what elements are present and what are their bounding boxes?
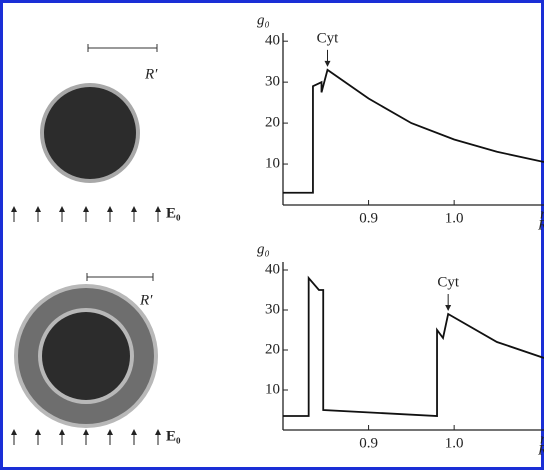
y-tick-label: 40 xyxy=(265,261,280,277)
field-label: E₀ xyxy=(166,428,181,444)
cell-diagram: R′ E₀ xyxy=(14,273,181,444)
annotation-arrow-head xyxy=(324,60,331,67)
annotation: Cyt xyxy=(317,30,340,46)
annotation: Cyt xyxy=(437,274,460,290)
field-arrow-head xyxy=(83,429,89,435)
field-arrow-head xyxy=(107,429,113,435)
y-tick-label: 30 xyxy=(265,301,280,317)
field-arrow-head xyxy=(131,429,137,435)
data-line xyxy=(283,275,544,417)
field-arrow-head xyxy=(35,429,41,435)
field-arrow-head xyxy=(35,206,41,212)
y-tick-label: 10 xyxy=(265,155,280,171)
x-axis-label: R xyxy=(537,442,544,458)
scale-label: R′ xyxy=(144,66,158,82)
cell-diagram: R′ E₀ xyxy=(40,44,181,221)
cytoplasm xyxy=(42,312,130,400)
y-axis-label: g₀ xyxy=(257,241,270,257)
field-arrow-head xyxy=(11,206,17,212)
annotation-arrow-head xyxy=(445,305,452,311)
y-tick-label: 20 xyxy=(265,341,280,357)
field-arrow-head xyxy=(59,206,65,212)
x-tick-label: 1.0 xyxy=(445,435,464,451)
field-arrow-head xyxy=(83,206,89,212)
x-tick-label: 0.9 xyxy=(359,210,378,226)
y-tick-label: 30 xyxy=(265,74,280,90)
data-line xyxy=(283,68,544,194)
field-arrow-head xyxy=(107,206,113,212)
field-arrow-head xyxy=(155,429,161,435)
field-label: E₀ xyxy=(166,205,181,221)
y-tick-label: 40 xyxy=(265,33,280,49)
x-axis-label: r xyxy=(540,206,544,222)
x-tick-label: 0.9 xyxy=(359,435,378,451)
field-arrow-head xyxy=(131,206,137,212)
y-axis-label: g₀ xyxy=(257,12,270,28)
x-axis-label: r xyxy=(540,431,544,447)
scale-label: R′ xyxy=(139,292,153,308)
x-axis-label: R xyxy=(537,217,544,233)
cytoplasm xyxy=(44,87,136,179)
field-arrow-head xyxy=(59,429,65,435)
field-arrow-head xyxy=(11,429,17,435)
x-tick-label: 1.0 xyxy=(445,210,464,226)
y-tick-label: 10 xyxy=(265,381,280,397)
y-tick-label: 20 xyxy=(265,115,280,131)
field-arrow-head xyxy=(155,206,161,212)
